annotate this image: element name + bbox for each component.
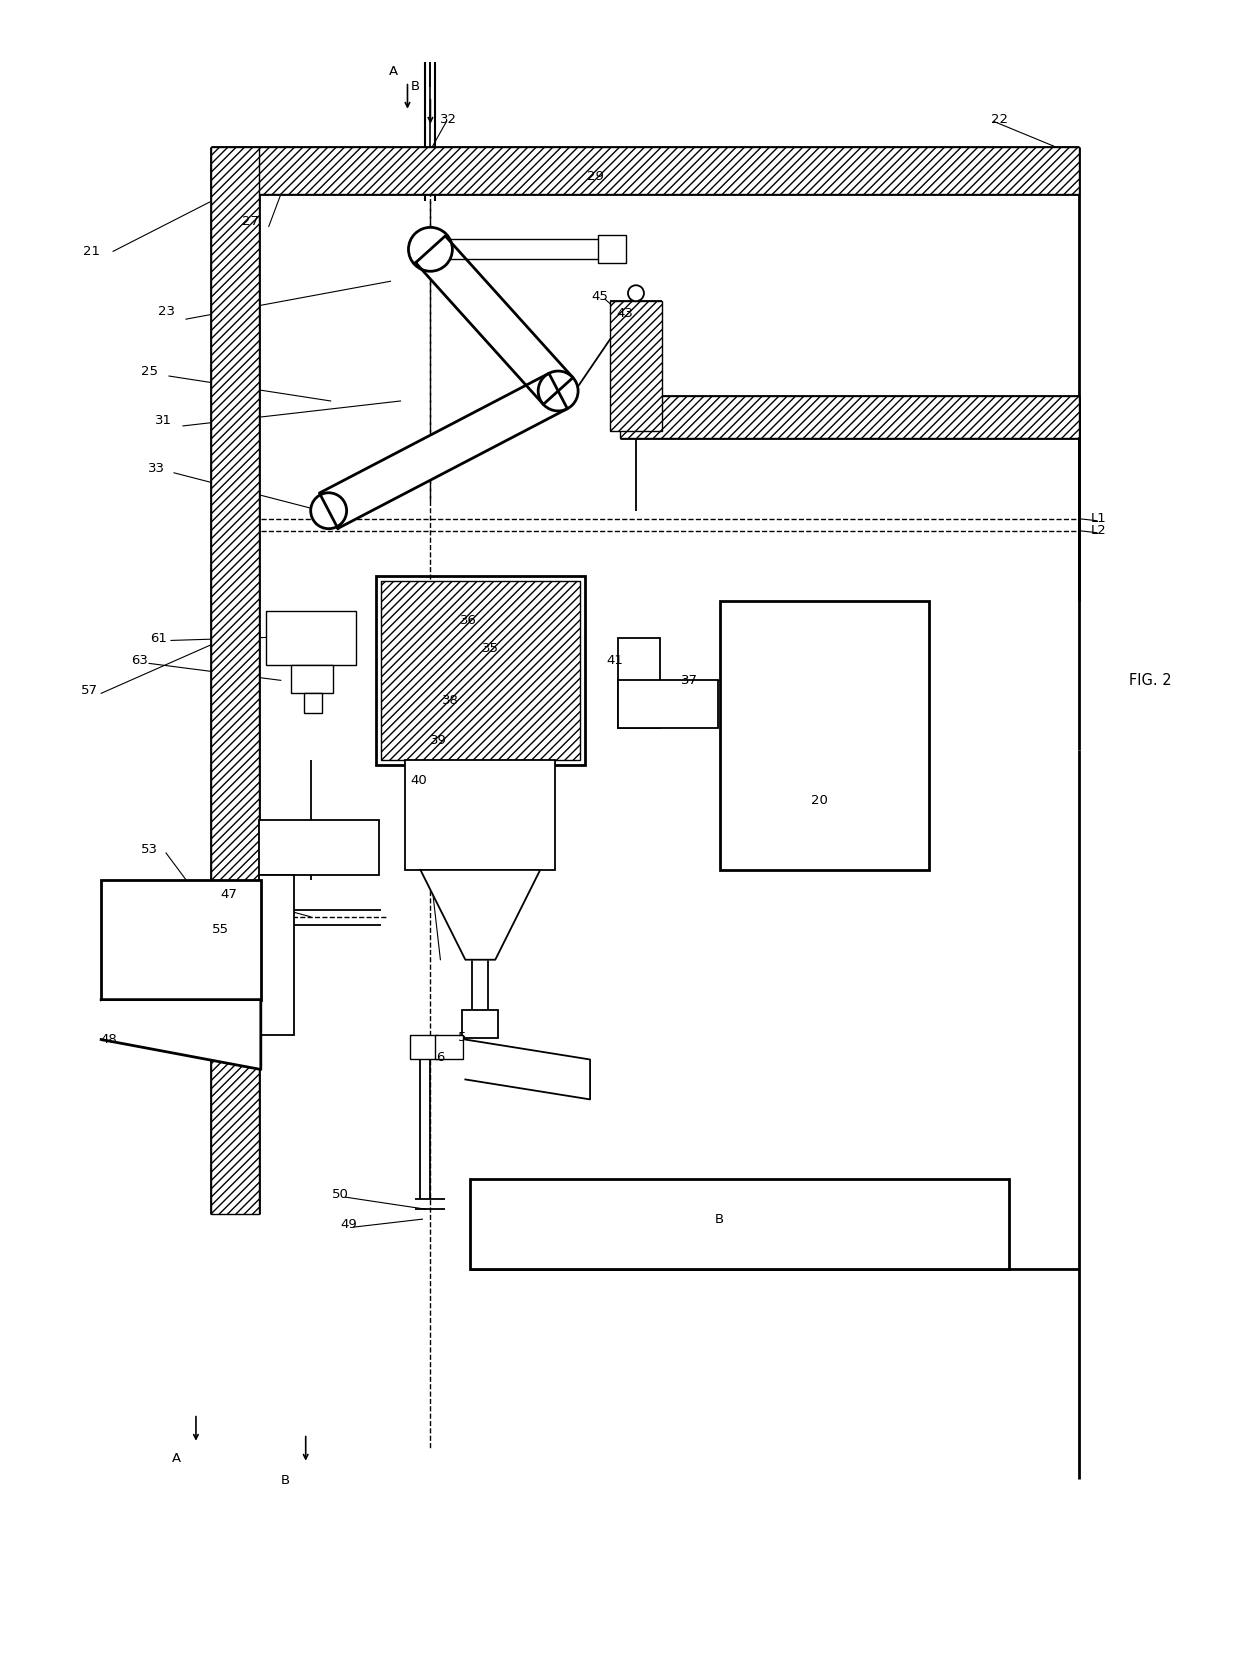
Circle shape [311,493,347,529]
Text: FIG. 2: FIG. 2 [1128,673,1172,688]
Text: 31: 31 [155,414,171,428]
Text: 61: 61 [150,631,167,645]
Text: 27: 27 [242,215,259,227]
Bar [405,760,556,870]
Text: 45: 45 [591,289,609,302]
Bar [259,820,378,875]
Text: A: A [389,65,398,78]
Text: 29: 29 [587,170,604,184]
Bar [410,1034,439,1059]
Text: 23: 23 [157,304,175,317]
Bar [470,1179,1009,1269]
Text: 20: 20 [811,793,828,807]
Circle shape [627,286,644,301]
Text: 35: 35 [482,641,498,655]
Text: 48: 48 [100,1034,118,1045]
Bar [102,880,260,1000]
Bar [381,581,580,760]
Bar [435,1034,464,1059]
Text: 25: 25 [140,364,157,377]
Text: 40: 40 [410,773,427,787]
Text: L2: L2 [1091,524,1107,538]
Bar [304,693,321,713]
Polygon shape [465,1039,590,1099]
Text: 38: 38 [441,693,459,706]
Polygon shape [420,870,541,960]
Bar [265,611,356,665]
Bar [450,239,600,259]
Bar [211,147,1079,194]
Text: 43: 43 [616,307,634,319]
Text: 55: 55 [212,924,229,937]
Text: 33: 33 [148,463,165,476]
Text: 6: 6 [436,1050,445,1064]
Text: 53: 53 [140,843,157,857]
Text: 36: 36 [460,615,476,626]
Text: 41: 41 [606,655,624,666]
Text: 5: 5 [458,1030,466,1044]
Text: 50: 50 [332,1187,350,1201]
Bar [618,680,718,728]
Circle shape [408,227,453,271]
Text: 57: 57 [81,683,98,696]
Bar [259,875,294,1034]
Text: 32: 32 [440,114,456,127]
Polygon shape [320,374,568,528]
Bar [290,665,332,693]
Text: 37: 37 [681,675,698,686]
Text: 49: 49 [340,1217,357,1231]
Text: A: A [171,1453,181,1465]
Circle shape [538,371,578,411]
Text: 39: 39 [430,733,446,746]
Text: B: B [410,80,420,94]
Bar [618,638,660,728]
Bar [463,1010,498,1037]
Polygon shape [102,1000,260,1069]
Text: B: B [715,1212,724,1226]
Polygon shape [415,235,573,404]
Bar [620,396,1079,438]
Bar [598,235,626,264]
Text: L1: L1 [1091,513,1107,524]
Text: 21: 21 [83,245,99,257]
Bar [376,576,585,765]
Text: 47: 47 [221,888,237,902]
Text: 22: 22 [991,114,1008,127]
Text: B: B [281,1475,290,1486]
Bar [211,147,259,1214]
Bar [719,601,929,870]
Text: 63: 63 [130,655,148,666]
Bar [610,301,662,431]
